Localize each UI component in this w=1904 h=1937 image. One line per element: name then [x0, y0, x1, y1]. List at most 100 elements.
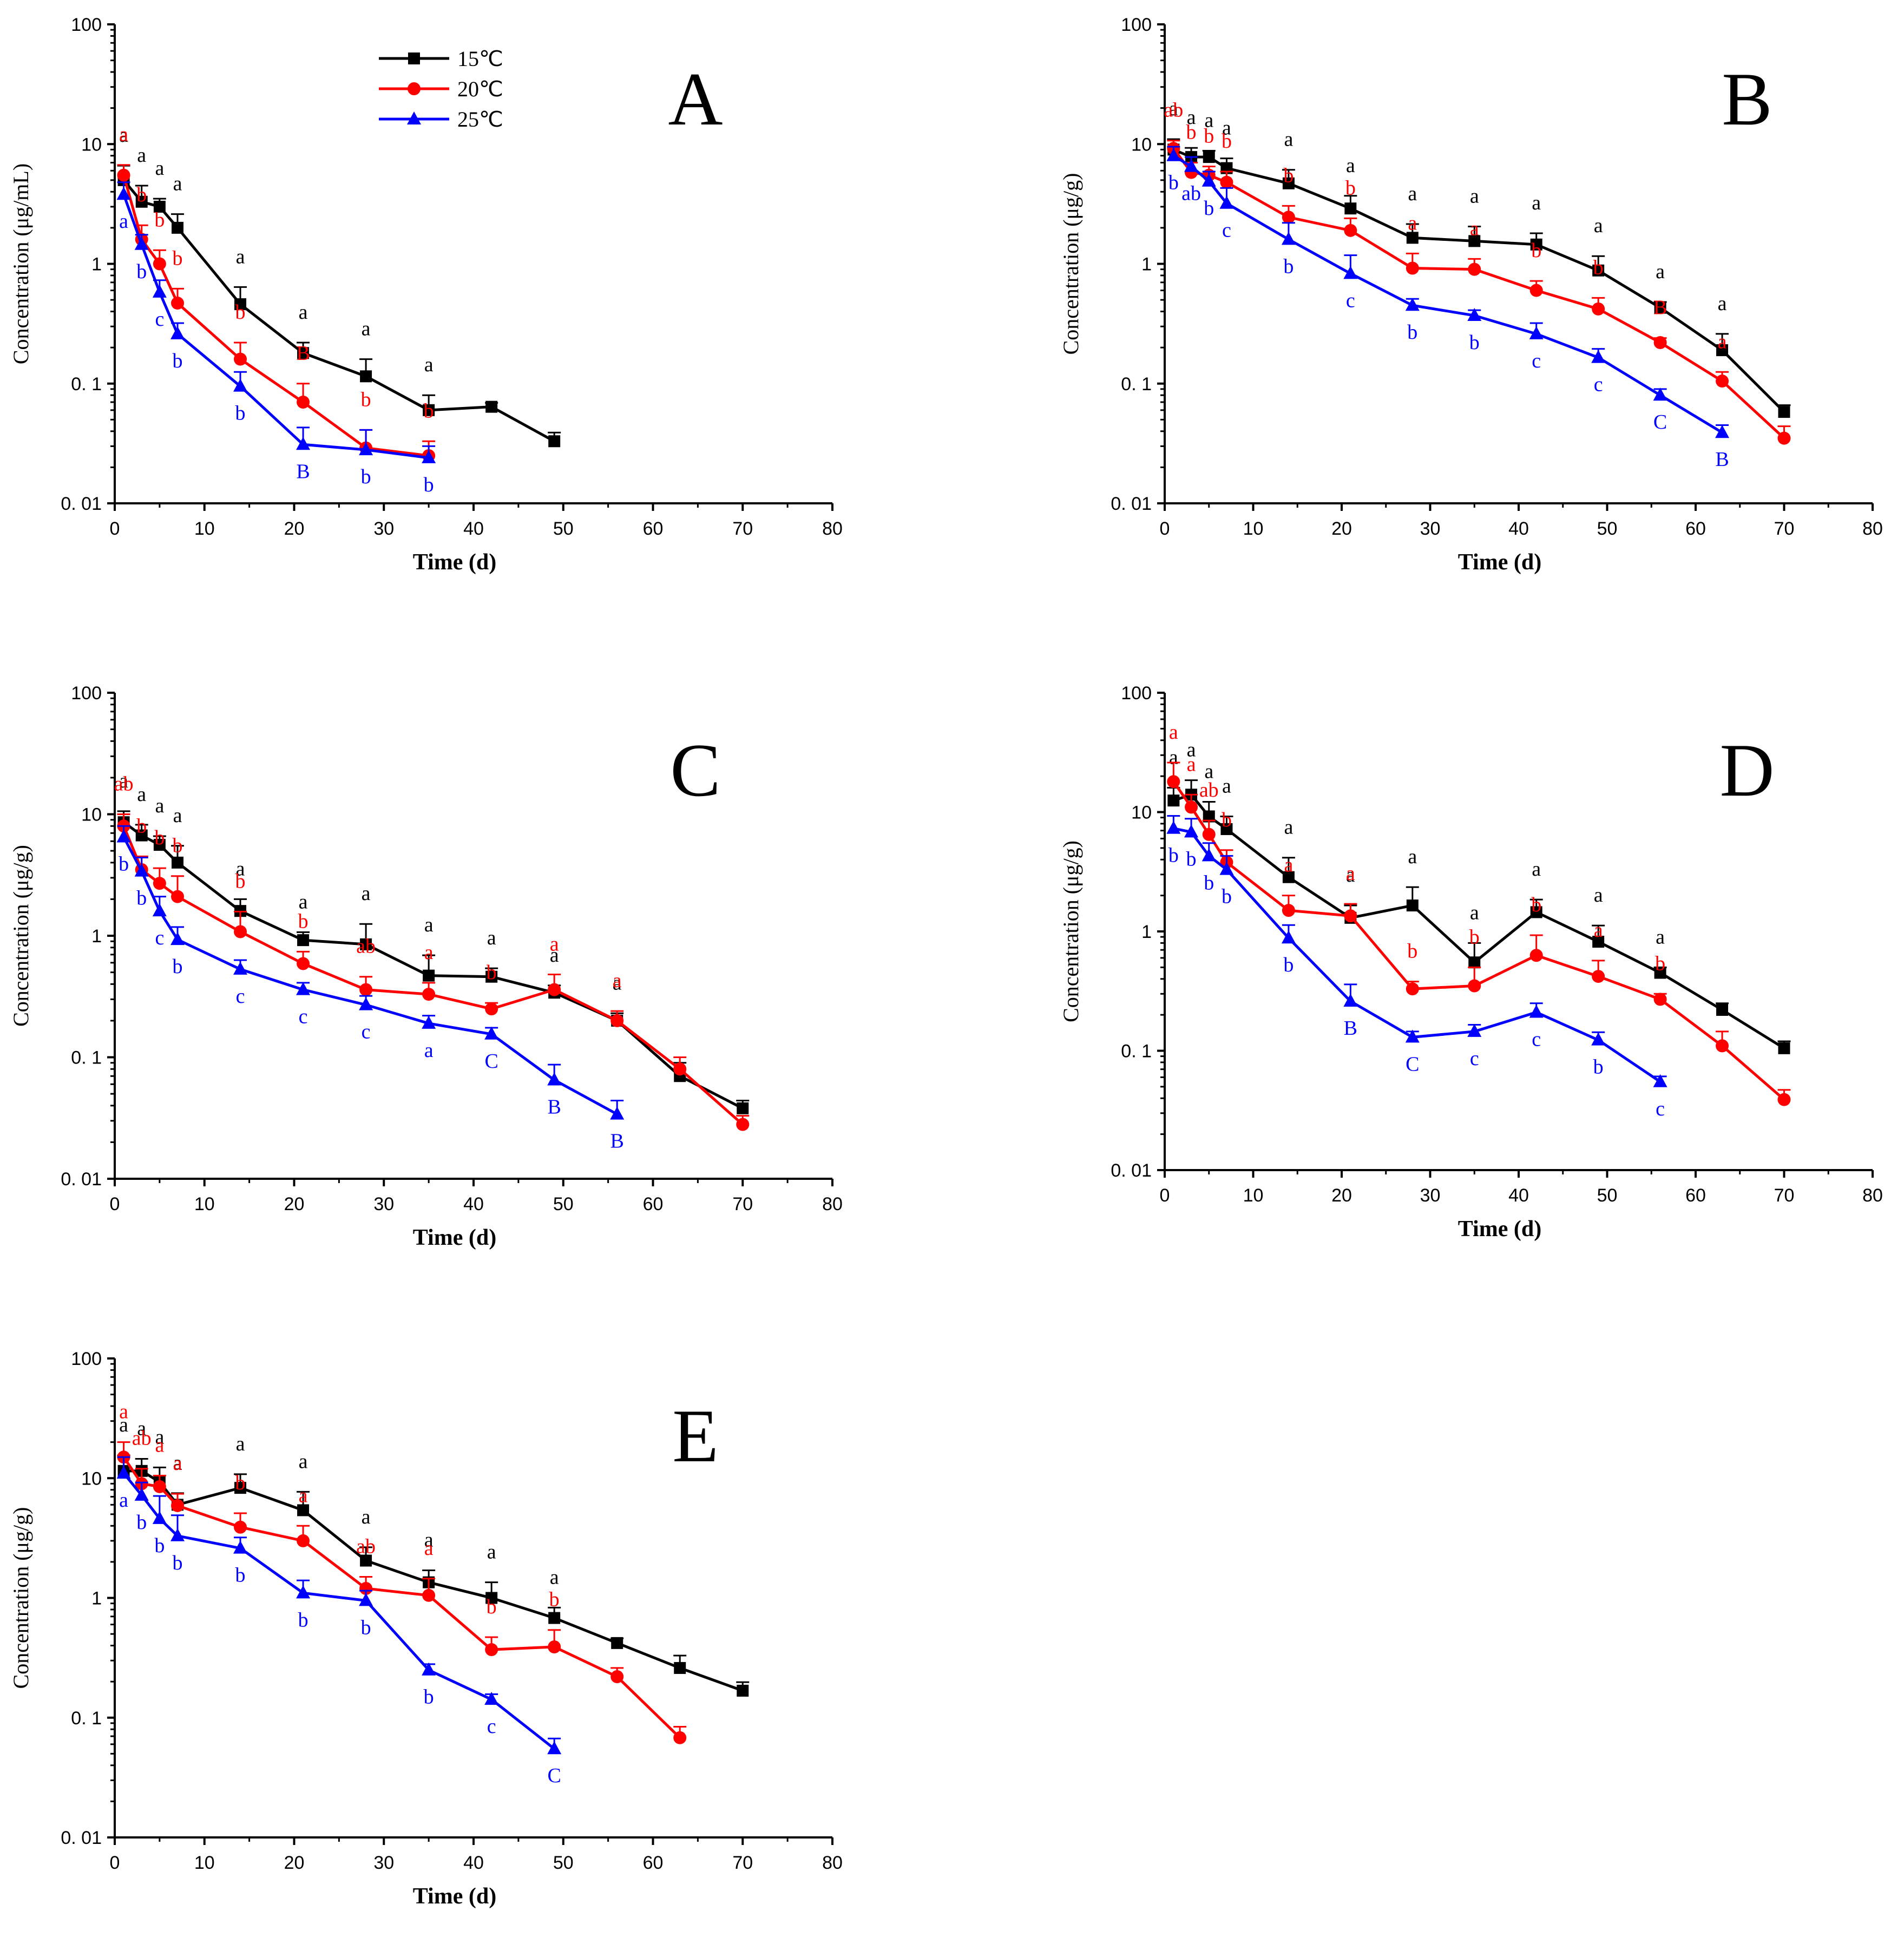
- significance-label: c: [1532, 350, 1541, 372]
- significance-label: a: [550, 1566, 559, 1588]
- significance-label: a: [1718, 330, 1727, 353]
- x-tick-label: 30: [373, 1194, 394, 1214]
- significance-label: c: [1594, 373, 1603, 396]
- data-point-triangle: [484, 1026, 499, 1040]
- significance-label: ab: [1164, 99, 1183, 122]
- data-point-circle: [1468, 979, 1481, 993]
- data-point-circle: [673, 1062, 687, 1076]
- significance-label: a: [119, 1401, 128, 1423]
- legend-marker-circle: [408, 82, 421, 95]
- data-point-triangle: [1467, 1023, 1482, 1037]
- significance-label: a: [1346, 864, 1355, 887]
- significance-label: a: [362, 1506, 371, 1528]
- series-line: [122, 1456, 681, 1739]
- significance-label: C: [547, 1764, 561, 1787]
- significance-label: a: [613, 969, 622, 992]
- significance-label: c: [1532, 1028, 1541, 1050]
- significance-label: b: [173, 247, 183, 270]
- data-point-circle: [1202, 828, 1216, 841]
- y-tick-label: 0. 1: [1121, 374, 1152, 395]
- significance-label: a: [236, 857, 245, 880]
- data-point-triangle: [1202, 173, 1216, 187]
- data-point-circle: [117, 168, 130, 182]
- significance-label: b: [136, 260, 147, 283]
- data-point-square: [1592, 936, 1605, 948]
- data-point-square: [1654, 301, 1666, 314]
- data-point-triangle: [1343, 993, 1358, 1007]
- significance-label: b: [136, 1511, 147, 1534]
- significance-label: a: [119, 210, 128, 233]
- data-point-square: [1406, 899, 1419, 912]
- significance-label: a: [299, 1450, 308, 1473]
- data-point-circle: [1344, 909, 1357, 923]
- significance-label: C: [484, 1050, 498, 1073]
- significance-label: b: [298, 910, 308, 933]
- significance-label: a: [236, 1433, 245, 1455]
- y-tick-label: 0. 01: [61, 1169, 102, 1190]
- x-tick-label: 10: [1243, 1185, 1264, 1206]
- significance-label: b: [1407, 940, 1417, 963]
- y-tick-label: 1: [1141, 922, 1152, 942]
- data-point-triangle: [1219, 862, 1234, 875]
- significance-label: a: [236, 245, 245, 268]
- data-point-triangle: [1591, 1032, 1606, 1046]
- significance-label: a: [119, 1414, 128, 1436]
- significance-label: a: [1204, 760, 1213, 783]
- data-point-circle: [1529, 284, 1543, 297]
- significance-label: a: [1187, 739, 1196, 761]
- significance-label: b: [1222, 130, 1232, 153]
- significance-label: a: [173, 804, 182, 827]
- data-point-triangle: [359, 997, 373, 1010]
- significance-label: c: [487, 1715, 496, 1738]
- data-point-square: [297, 1504, 310, 1516]
- significance-label: C: [1406, 1053, 1419, 1075]
- data-point-triangle: [610, 1106, 625, 1120]
- data-point-square: [360, 938, 372, 950]
- legend-label: 15℃: [457, 47, 503, 71]
- data-point-square: [1530, 238, 1542, 251]
- x-tick-label: 50: [1597, 1185, 1618, 1206]
- data-point-triangle: [422, 450, 436, 463]
- data-point-triangle: [296, 437, 311, 450]
- significance-label: b: [361, 388, 371, 411]
- significance-label: b: [1283, 255, 1294, 278]
- data-point-triangle: [547, 1741, 562, 1755]
- significance-label: a: [362, 882, 371, 905]
- y-tick-label: 100: [71, 683, 102, 704]
- data-point-circle: [485, 1643, 498, 1657]
- x-tick-label: 80: [822, 518, 843, 539]
- data-point-square: [1592, 264, 1605, 277]
- significance-label: b: [235, 1564, 246, 1587]
- y-tick-label: 1: [91, 926, 102, 947]
- data-point-square: [1468, 956, 1481, 969]
- chart-panel-a: 0 10 20 30 40 50 60 70 80 0. 01 0. 1 1 10 100 Time (d)…: [9, 15, 843, 575]
- significance-label: b: [119, 853, 129, 876]
- y-tick-label: 10: [1131, 803, 1152, 823]
- significance-label: b: [235, 1472, 246, 1494]
- series-line: [122, 179, 555, 443]
- significance-label: b: [424, 474, 434, 496]
- significance-label: a: [1187, 106, 1196, 129]
- x-tick-label: 0: [1160, 1185, 1170, 1206]
- data-point-square: [135, 829, 148, 842]
- data-point-square: [611, 1637, 623, 1649]
- panel-letter: E: [672, 1394, 719, 1478]
- data-point-triangle: [116, 187, 131, 200]
- data-point-square: [1220, 823, 1233, 835]
- significance-label: b: [1204, 125, 1214, 148]
- data-point-triangle: [1529, 326, 1544, 339]
- y-tick-label: 0. 1: [71, 1708, 102, 1729]
- significance-label: a: [1222, 774, 1231, 797]
- x-tick-label: 0: [110, 518, 120, 539]
- data-point-triangle: [547, 1072, 562, 1086]
- data-point-square: [1530, 906, 1542, 918]
- data-point-triangle: [134, 237, 149, 250]
- significance-label: b: [1407, 321, 1417, 344]
- legend-marker-square: [408, 52, 420, 64]
- data-point-circle: [153, 257, 166, 271]
- significance-label: a: [1346, 862, 1355, 885]
